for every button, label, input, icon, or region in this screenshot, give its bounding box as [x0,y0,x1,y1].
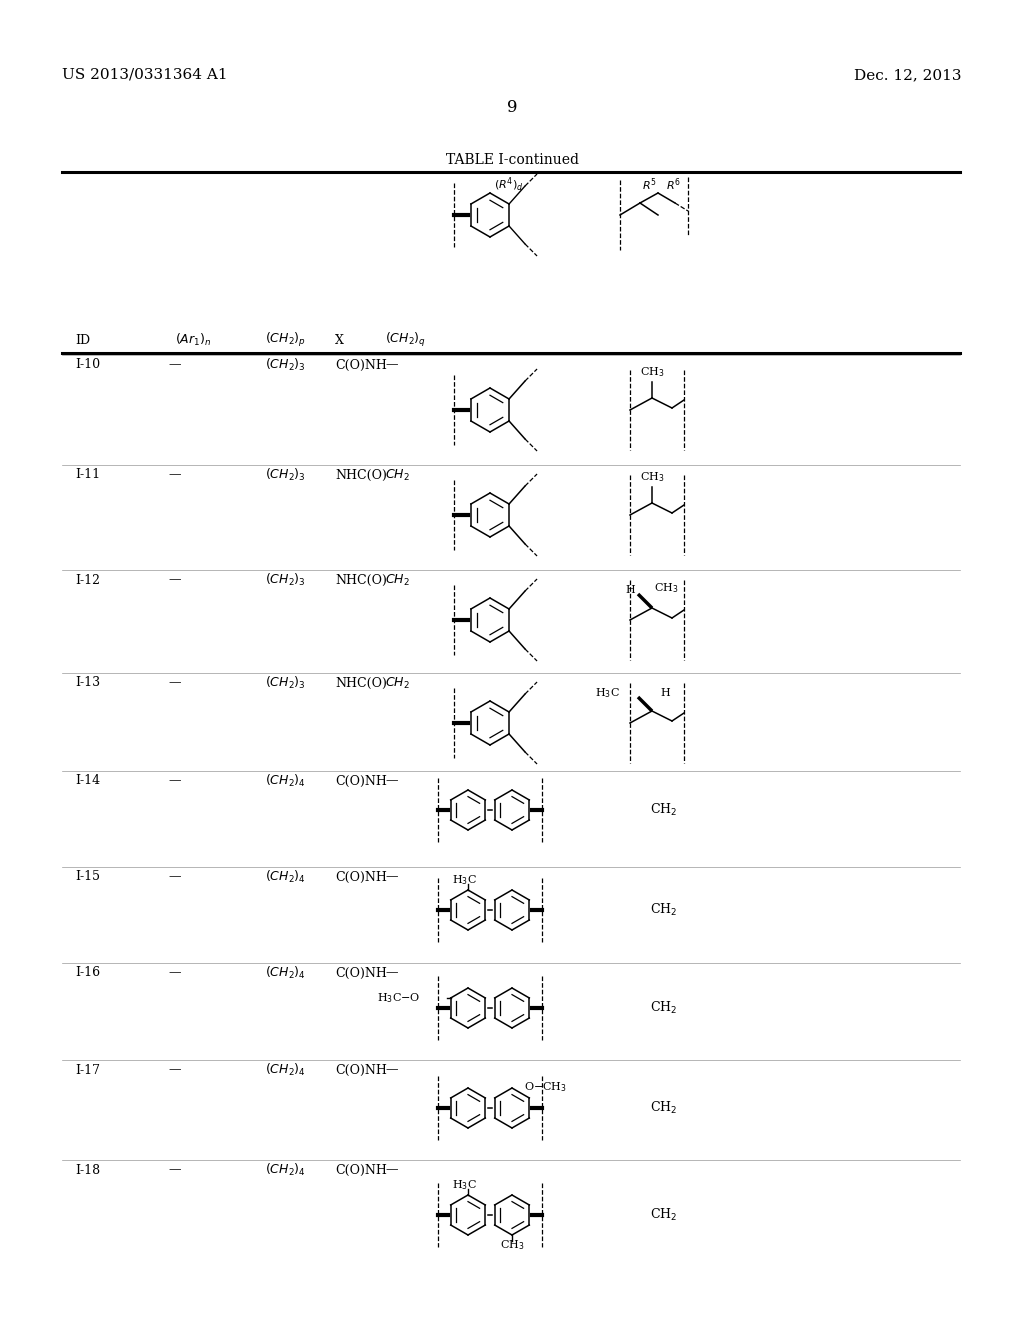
Text: I-15: I-15 [75,870,100,883]
Text: I-13: I-13 [75,676,100,689]
Text: X: X [335,334,344,346]
Text: $(CH_2)_4$: $(CH_2)_4$ [265,1162,306,1177]
Text: C(O)NH: C(O)NH [335,966,387,979]
Text: $R^6$: $R^6$ [666,177,681,193]
Text: —: — [385,870,397,883]
Text: —: — [169,359,181,371]
Text: H$_3$C: H$_3$C [452,1177,476,1192]
Text: $CH_2$: $CH_2$ [385,467,410,483]
Text: C(O)NH: C(O)NH [335,870,387,883]
Text: I-18: I-18 [75,1163,100,1176]
Text: H$_3$C: H$_3$C [452,873,476,887]
Text: $(CH_2)_3$: $(CH_2)_3$ [265,356,306,374]
Text: NHC(O): NHC(O) [335,469,387,482]
Text: O$-$CH$_3$: O$-$CH$_3$ [524,1080,567,1093]
Text: —: — [169,1064,181,1077]
Text: $(CH_2)_4$: $(CH_2)_4$ [265,1063,306,1078]
Text: C(O)NH: C(O)NH [335,359,387,371]
Text: —: — [169,469,181,482]
Text: CH$_3$: CH$_3$ [640,366,665,379]
Text: $(CH_2)_4$: $(CH_2)_4$ [265,774,306,789]
Text: $(Ar_1)_n$: $(Ar_1)_n$ [175,331,211,348]
Text: I-14: I-14 [75,775,100,788]
Text: —: — [169,966,181,979]
Text: —: — [385,1064,397,1077]
Text: CH$_3$: CH$_3$ [640,470,665,484]
Text: C(O)NH: C(O)NH [335,1163,387,1176]
Text: NHC(O): NHC(O) [335,573,387,586]
Text: —: — [385,359,397,371]
Text: CH$_2$: CH$_2$ [650,1001,677,1016]
Text: Dec. 12, 2013: Dec. 12, 2013 [854,69,962,82]
Text: CH$_3$: CH$_3$ [654,581,679,595]
Text: TABLE I-continued: TABLE I-continued [445,153,579,168]
Text: CH$_3$: CH$_3$ [500,1238,524,1251]
Text: I-10: I-10 [75,359,100,371]
Text: I-17: I-17 [75,1064,100,1077]
Text: $(CH_2)_3$: $(CH_2)_3$ [265,675,306,692]
Text: $(R^4)_d$: $(R^4)_d$ [494,176,523,194]
Text: —: — [169,1163,181,1176]
Text: I-12: I-12 [75,573,100,586]
Text: US 2013/0331364 A1: US 2013/0331364 A1 [62,69,227,82]
Text: C(O)NH: C(O)NH [335,1064,387,1077]
Text: $(CH_2)_3$: $(CH_2)_3$ [265,467,306,483]
Text: —: — [385,775,397,788]
Text: $R^5$: $R^5$ [642,177,656,193]
Text: CH$_2$: CH$_2$ [650,803,677,818]
Text: $(CH_2)_3$: $(CH_2)_3$ [265,572,306,587]
Text: ID: ID [75,334,90,346]
Text: —: — [385,1163,397,1176]
Text: H: H [660,688,670,698]
Text: I-16: I-16 [75,966,100,979]
Text: H$_3$C: H$_3$C [595,686,620,700]
Text: NHC(O): NHC(O) [335,676,387,689]
Text: —: — [169,775,181,788]
Text: $(CH_2)_4$: $(CH_2)_4$ [265,965,306,981]
Text: —: — [169,676,181,689]
Text: —: — [169,573,181,586]
Text: CH$_2$: CH$_2$ [650,902,677,917]
Text: —: — [385,966,397,979]
Text: C(O)NH: C(O)NH [335,775,387,788]
Text: $(CH_2)_p$: $(CH_2)_p$ [265,331,306,348]
Text: $CH_2$: $CH_2$ [385,573,410,587]
Text: —: — [169,870,181,883]
Text: $(CH_2)_4$: $(CH_2)_4$ [265,869,306,884]
Text: H: H [625,585,635,595]
Text: CH$_2$: CH$_2$ [650,1100,677,1115]
Text: 9: 9 [507,99,517,116]
Text: H$_3$C$-$O: H$_3$C$-$O [377,991,421,1005]
Text: $(CH_2)_q$: $(CH_2)_q$ [385,331,426,348]
Text: $CH_2$: $CH_2$ [385,676,410,690]
Text: I-11: I-11 [75,469,100,482]
Text: CH$_2$: CH$_2$ [650,1206,677,1224]
